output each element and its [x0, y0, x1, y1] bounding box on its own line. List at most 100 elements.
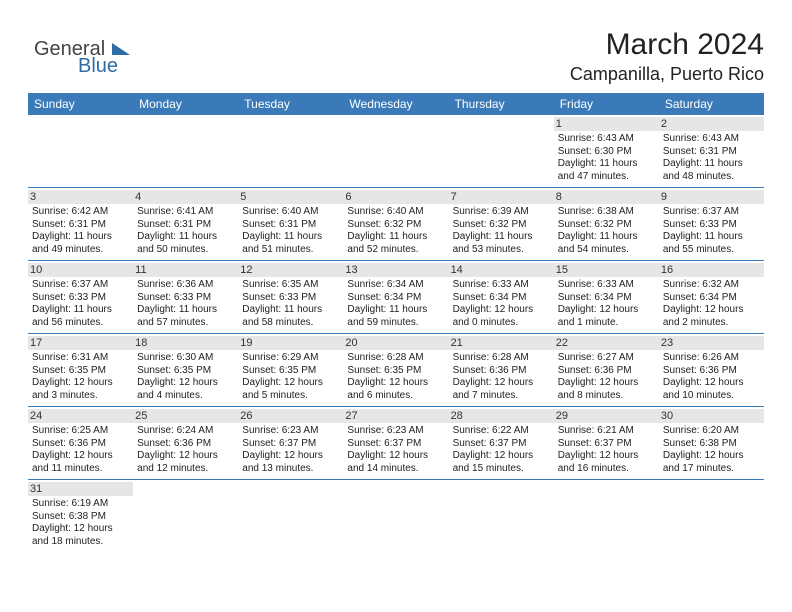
day-number: 25: [133, 409, 238, 423]
calendar-cell: 24Sunrise: 6:25 AMSunset: 6:36 PMDayligh…: [28, 407, 133, 480]
sunset-text: Sunset: 6:35 PM: [137, 365, 234, 378]
day-number: 28: [449, 409, 554, 423]
day-details: Sunrise: 6:33 AMSunset: 6:34 PMDaylight:…: [453, 279, 550, 329]
calendar-cell: 31Sunrise: 6:19 AMSunset: 6:38 PMDayligh…: [28, 480, 133, 553]
title-block: March 2024 Campanilla, Puerto Rico: [570, 28, 764, 85]
daylight-text: Daylight: 11 hours and 53 minutes.: [453, 231, 550, 256]
sunrise-text: Sunrise: 6:26 AM: [663, 352, 760, 365]
calendar-row: 24Sunrise: 6:25 AMSunset: 6:36 PMDayligh…: [28, 407, 764, 480]
day-details: Sunrise: 6:19 AMSunset: 6:38 PMDaylight:…: [32, 498, 129, 548]
day-number: 10: [28, 263, 133, 277]
daylight-text: Daylight: 11 hours and 57 minutes.: [137, 304, 234, 329]
day-details: Sunrise: 6:37 AMSunset: 6:33 PMDaylight:…: [32, 279, 129, 329]
daylight-text: Daylight: 12 hours and 4 minutes.: [137, 377, 234, 402]
calendar-table: Sunday Monday Tuesday Wednesday Thursday…: [28, 93, 764, 552]
daylight-text: Daylight: 12 hours and 13 minutes.: [242, 450, 339, 475]
calendar-cell: 30Sunrise: 6:20 AMSunset: 6:38 PMDayligh…: [659, 407, 764, 480]
sunset-text: Sunset: 6:34 PM: [347, 292, 444, 305]
day-number: 2: [659, 117, 764, 131]
daylight-text: Daylight: 11 hours and 49 minutes.: [32, 231, 129, 256]
sunset-text: Sunset: 6:36 PM: [453, 365, 550, 378]
calendar-cell: [28, 115, 133, 188]
daylight-text: Daylight: 12 hours and 12 minutes.: [137, 450, 234, 475]
day-number: 19: [238, 336, 343, 350]
calendar-cell: 8Sunrise: 6:38 AMSunset: 6:32 PMDaylight…: [554, 188, 659, 261]
day-number: 14: [449, 263, 554, 277]
sunrise-text: Sunrise: 6:30 AM: [137, 352, 234, 365]
calendar-cell: 5 Sunrise: 6:40 AMSunset: 6:31 PMDaylight…: [238, 188, 343, 261]
sunset-text: Sunset: 6:33 PM: [242, 292, 339, 305]
calendar-cell: 11Sunrise: 6:36 AMSunset: 6:33 PMDayligh…: [133, 261, 238, 334]
day-number: 7: [449, 190, 554, 204]
daylight-text: Daylight: 12 hours and 17 minutes.: [663, 450, 760, 475]
location: Campanilla, Puerto Rico: [570, 64, 764, 85]
calendar-cell: [133, 115, 238, 188]
calendar-cell: 16Sunrise: 6:32 AMSunset: 6:34 PMDayligh…: [659, 261, 764, 334]
day-number: 4: [133, 190, 238, 204]
calendar-row: 17Sunrise: 6:31 AMSunset: 6:35 PMDayligh…: [28, 334, 764, 407]
day-details: Sunrise: 6:42 AMSunset: 6:31 PMDaylight:…: [32, 206, 129, 256]
sunset-text: Sunset: 6:37 PM: [242, 438, 339, 451]
calendar-cell: [133, 480, 238, 553]
day-details: Sunrise: 6:28 AMSunset: 6:35 PMDaylight:…: [347, 352, 444, 402]
daylight-text: Daylight: 12 hours and 6 minutes.: [347, 377, 444, 402]
day-details: Sunrise: 6:38 AMSunset: 6:32 PMDaylight:…: [558, 206, 655, 256]
daylight-text: Daylight: 11 hours and 54 minutes.: [558, 231, 655, 256]
calendar-cell: 1Sunrise: 6:43 AMSunset: 6:30 PMDaylight…: [554, 115, 659, 188]
day-header: Sunday: [28, 93, 133, 115]
daylight-text: Daylight: 11 hours and 59 minutes.: [347, 304, 444, 329]
sunset-text: Sunset: 6:36 PM: [663, 365, 760, 378]
sunset-text: Sunset: 6:32 PM: [347, 219, 444, 232]
daylight-text: Daylight: 12 hours and 11 minutes.: [32, 450, 129, 475]
sunset-text: Sunset: 6:36 PM: [32, 438, 129, 451]
calendar-cell: 23Sunrise: 6:26 AMSunset: 6:36 PMDayligh…: [659, 334, 764, 407]
calendar-cell: 26Sunrise: 6:23 AMSunset: 6:37 PMDayligh…: [238, 407, 343, 480]
sunrise-text: Sunrise: 6:28 AM: [453, 352, 550, 365]
day-header: Wednesday: [343, 93, 448, 115]
day-number: 5: [238, 190, 343, 204]
day-number: 23: [659, 336, 764, 350]
day-number: 29: [554, 409, 659, 423]
calendar-cell: 28Sunrise: 6:22 AMSunset: 6:37 PMDayligh…: [449, 407, 554, 480]
day-number: 3: [28, 190, 133, 204]
sunset-text: Sunset: 6:38 PM: [663, 438, 760, 451]
daylight-text: Daylight: 12 hours and 18 minutes.: [32, 523, 129, 548]
sunrise-text: Sunrise: 6:25 AM: [32, 425, 129, 438]
calendar-cell: 2Sunrise: 6:43 AMSunset: 6:31 PMDaylight…: [659, 115, 764, 188]
header: General Blue March 2024 Campanilla, Puer…: [28, 28, 764, 85]
calendar-cell: 22Sunrise: 6:27 AMSunset: 6:36 PMDayligh…: [554, 334, 659, 407]
daylight-text: Daylight: 11 hours and 47 minutes.: [558, 158, 655, 183]
month-title: March 2024: [570, 28, 764, 62]
calendar-row: 10 Sunrise: 6:37 AMSunset: 6:33 PMDayligh…: [28, 261, 764, 334]
calendar-cell: 9Sunrise: 6:37 AMSunset: 6:33 PMDaylight…: [659, 188, 764, 261]
calendar-cell: 3 Sunrise: 6:42 AMSunset: 6:31 PMDaylight…: [28, 188, 133, 261]
sunset-text: Sunset: 6:37 PM: [453, 438, 550, 451]
day-details: Sunrise: 6:40 AMSunset: 6:31 PMDaylight:…: [242, 206, 339, 256]
sunrise-text: Sunrise: 6:41 AM: [137, 206, 234, 219]
day-details: Sunrise: 6:24 AMSunset: 6:36 PMDaylight:…: [137, 425, 234, 475]
calendar-cell: [449, 480, 554, 553]
calendar-cell: 6Sunrise: 6:40 AMSunset: 6:32 PMDaylight…: [343, 188, 448, 261]
sunset-text: Sunset: 6:37 PM: [558, 438, 655, 451]
day-number: 17: [28, 336, 133, 350]
calendar-cell: 4Sunrise: 6:41 AMSunset: 6:31 PMDaylight…: [133, 188, 238, 261]
day-header: Thursday: [449, 93, 554, 115]
daylight-text: Daylight: 11 hours and 51 minutes.: [242, 231, 339, 256]
daylight-text: Daylight: 12 hours and 2 minutes.: [663, 304, 760, 329]
calendar-row: 3 Sunrise: 6:42 AMSunset: 6:31 PMDaylight…: [28, 188, 764, 261]
calendar-cell: 20Sunrise: 6:28 AMSunset: 6:35 PMDayligh…: [343, 334, 448, 407]
sunrise-text: Sunrise: 6:40 AM: [242, 206, 339, 219]
day-number: 6: [343, 190, 448, 204]
calendar-cell: [554, 480, 659, 553]
day-details: Sunrise: 6:37 AMSunset: 6:33 PMDaylight:…: [663, 206, 760, 256]
calendar-cell: 15Sunrise: 6:33 AMSunset: 6:34 PMDayligh…: [554, 261, 659, 334]
sunrise-text: Sunrise: 6:34 AM: [347, 279, 444, 292]
sunrise-text: Sunrise: 6:33 AM: [453, 279, 550, 292]
sunrise-text: Sunrise: 6:24 AM: [137, 425, 234, 438]
sunset-text: Sunset: 6:33 PM: [137, 292, 234, 305]
day-details: Sunrise: 6:23 AMSunset: 6:37 PMDaylight:…: [347, 425, 444, 475]
calendar-cell: 17Sunrise: 6:31 AMSunset: 6:35 PMDayligh…: [28, 334, 133, 407]
sunrise-text: Sunrise: 6:39 AM: [453, 206, 550, 219]
sunset-text: Sunset: 6:35 PM: [242, 365, 339, 378]
sunset-text: Sunset: 6:34 PM: [663, 292, 760, 305]
